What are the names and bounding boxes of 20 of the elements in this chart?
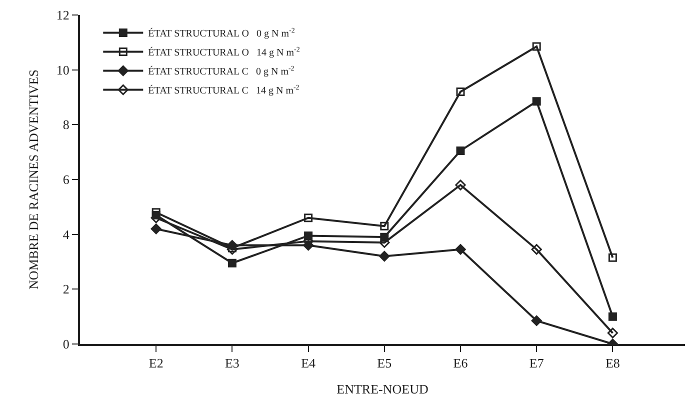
x-tick-label: E3	[224, 356, 240, 371]
y-tick-label: 4	[62, 226, 70, 242]
x-tick-label: E6	[453, 356, 468, 371]
x-tick-label: E2	[148, 356, 164, 371]
x-tick-label: E5	[377, 356, 392, 371]
legend-label: ÉTAT STRUCTURAL O 0 g N m$^{-2}$	[148, 26, 296, 40]
y-tick-label: 12	[56, 8, 70, 23]
x-tick-label: E8	[605, 356, 620, 371]
legend-label: ÉTAT STRUCTURAL O 14 g N m$^{-2}$	[148, 45, 300, 59]
y-tick-label: 0	[62, 336, 70, 352]
x-tick-label: E7	[529, 356, 544, 371]
x-tick-label: E4	[301, 356, 316, 371]
y-axis-title: NOMBRE DE RACINES ADVENTIVES	[26, 70, 41, 290]
legend-label: ÉTAT STRUCTURAL C 0 g N m$^{-2}$	[148, 64, 295, 78]
x-axis-title: ENTRE-NOEUD	[336, 382, 428, 397]
y-tick-label: 6	[62, 172, 70, 188]
y-tick-label: 10	[56, 62, 70, 78]
y-tick-label: 2	[62, 282, 70, 297]
legend-label: ÉTAT STRUCTURAL C 14 g N m$^{-2}$	[148, 83, 300, 97]
y-tick-label: 8	[62, 117, 70, 132]
